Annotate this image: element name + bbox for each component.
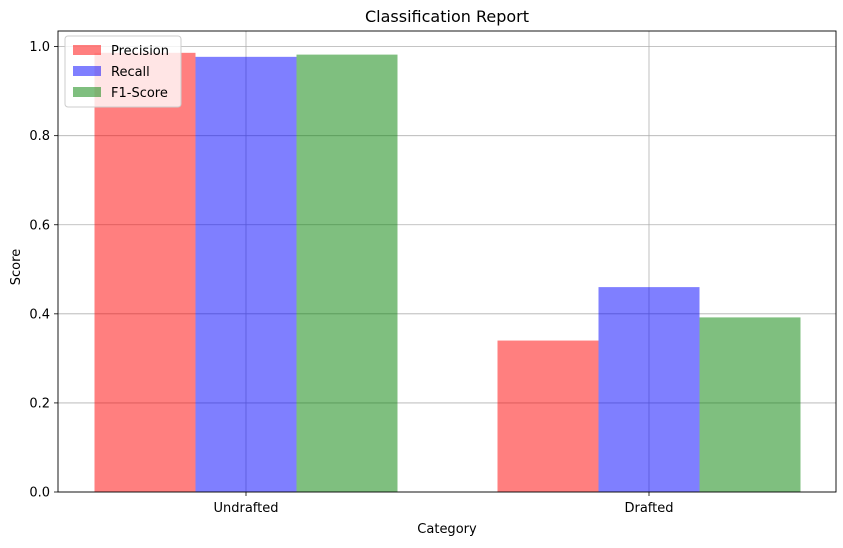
y-tick-label: 1.0 [29, 40, 50, 55]
y-tick-label: 0.8 [29, 129, 50, 144]
legend-swatch [73, 87, 101, 97]
legend-label: F1-Score [111, 86, 168, 101]
bar-recall-undrafted [195, 56, 297, 493]
legend-swatch [73, 45, 101, 55]
y-tick-label: 0.0 [29, 486, 50, 501]
bar-f1-score-drafted [699, 317, 801, 492]
plot-frame [57, 30, 837, 493]
x-axis-label: Category [417, 522, 477, 537]
bar-precision-undrafted [94, 52, 196, 492]
bar-f1-score-undrafted [296, 54, 398, 493]
bar-precision-drafted [497, 340, 599, 492]
bars [94, 52, 801, 493]
x-tick-label: Drafted [624, 501, 673, 516]
y-tick-label: 0.2 [29, 396, 50, 411]
y-tick-label: 0.4 [29, 307, 50, 322]
y-axis-label: Score [9, 249, 24, 285]
legend-swatch [73, 66, 101, 76]
bar-recall-drafted [598, 287, 700, 492]
y-tick-label: 0.6 [29, 218, 50, 233]
x-tick-label: Undrafted [213, 501, 278, 516]
legend-label: Recall [111, 65, 150, 80]
chart-title: Classification Report [365, 7, 529, 26]
legend: Precision Recall F1-Score [64, 35, 182, 108]
axes: 0.0 0.2 0.4 0.6 0.8 1.0 Undrafted Drafted [29, 30, 837, 516]
legend-label: Precision [111, 44, 169, 59]
